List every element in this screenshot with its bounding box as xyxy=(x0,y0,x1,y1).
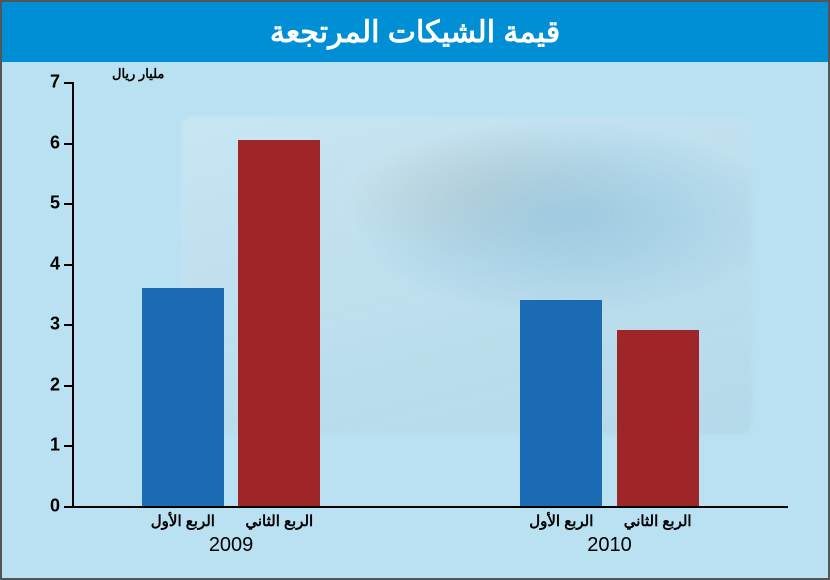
bar-label: الربع الثاني xyxy=(238,512,320,530)
bar xyxy=(238,140,320,506)
y-tick xyxy=(64,385,74,387)
bar-label: الربع الثاني xyxy=(617,512,699,530)
y-tick-label: 4 xyxy=(36,253,60,274)
chart-area: مليار ريال 0 1 2 3 4 5 6 7 الربع الأول الربع الثا… xyxy=(2,62,828,578)
y-tick-label: 5 xyxy=(36,193,60,214)
y-tick xyxy=(64,264,74,266)
y-tick xyxy=(64,324,74,326)
y-tick-label: 7 xyxy=(36,72,60,93)
y-tick-label: 3 xyxy=(36,314,60,335)
y-tick xyxy=(64,506,74,508)
y-tick-label: 2 xyxy=(36,374,60,395)
group-label: 2010 xyxy=(538,534,681,557)
y-tick-label: 1 xyxy=(36,435,60,456)
y-tick xyxy=(64,143,74,145)
chart-container: قيمة الشيكات المرتجعة مليار ريال 0 1 2 3 4 5 6… xyxy=(0,0,830,580)
bar xyxy=(520,300,602,506)
group-label: 2009 xyxy=(160,534,303,557)
plot-region: مليار ريال 01234567الربع الأولالربع الثا… xyxy=(72,82,788,508)
bar xyxy=(142,288,224,506)
bar-label: الربع الأول xyxy=(520,512,602,530)
y-tick xyxy=(64,203,74,205)
y-tick-label: 6 xyxy=(36,132,60,153)
bar-label: الربع الأول xyxy=(142,512,224,530)
y-axis-unit-label: مليار ريال xyxy=(112,66,164,82)
y-tick-label: 0 xyxy=(36,496,60,517)
chart-title: قيمة الشيكات المرتجعة xyxy=(2,2,828,62)
y-tick xyxy=(64,82,74,84)
bar xyxy=(617,330,699,506)
y-tick xyxy=(64,445,74,447)
